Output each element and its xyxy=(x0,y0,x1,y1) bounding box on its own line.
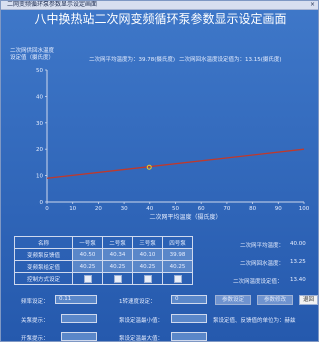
series-line xyxy=(47,149,304,178)
control-mode-checkbox[interactable] xyxy=(114,275,122,283)
feedback-value: 40.50 xyxy=(73,249,103,261)
freq-input[interactable]: 0.11 xyxy=(55,295,97,304)
stat-value-avg-temp: 40.00 xyxy=(290,241,306,247)
window-title: 二网变频循环泵参数显示设定画面 xyxy=(7,1,97,9)
y-tick-label: 20 xyxy=(36,147,43,153)
y-tick-label: 40 xyxy=(36,94,43,100)
control-mode-cell xyxy=(103,273,133,285)
table-header: 三号泵 xyxy=(133,237,163,249)
setpoint-value: 40.25 xyxy=(73,261,103,273)
feedback-value: 40.34 xyxy=(103,249,133,261)
pump-table: 名称 一号泵 二号泵 三号泵 四号泵 变频泵反馈值 40.50 40.34 40… xyxy=(14,236,193,285)
x-tick-label: 70 xyxy=(223,206,230,212)
control-mode-checkbox[interactable] xyxy=(144,275,152,283)
stat-value-temp-setpoint: 13.40 xyxy=(290,277,306,283)
control-mode-checkbox[interactable] xyxy=(174,275,182,283)
max-temp-input[interactable] xyxy=(171,332,207,341)
table-header: 四号泵 xyxy=(163,237,193,249)
close-icon[interactable]: × xyxy=(310,1,315,9)
app-window: 二网变频循环泵参数显示设定画面 × 八中换热站二次网变频循环泵参数显示设定画面 … xyxy=(0,0,319,342)
x-tick-label: 90 xyxy=(275,206,282,212)
table-header: 名称 xyxy=(15,237,73,249)
close-pump-input[interactable] xyxy=(61,314,97,323)
freq-input-value: 0.11 xyxy=(59,296,71,303)
table-header: 一号泵 xyxy=(73,237,103,249)
control-mode-cell xyxy=(133,273,163,285)
table-row: 变频泵反馈值 40.50 40.34 40.10 39.98 xyxy=(15,249,193,261)
row-label: 变频泵反馈值 xyxy=(15,249,73,261)
x-tick-label: 50 xyxy=(172,206,179,212)
stat-value-return-temp: 13.25 xyxy=(290,259,306,265)
unit-note: 泵设定值、反馈值的单位为：赫兹 xyxy=(213,316,296,324)
stat-label-return-temp: 二次网回水温度： xyxy=(240,259,284,267)
y-tick-label: 50 xyxy=(36,68,43,74)
table-row: 变频泵给定值 40.25 40.25 40.25 40.25 xyxy=(15,261,193,273)
speed-input-value: 0 xyxy=(175,296,179,303)
open-pump-label: 开泵提示： xyxy=(21,334,49,342)
control-mode-cell xyxy=(163,273,193,285)
control-mode-checkbox[interactable] xyxy=(84,275,92,283)
chart-marks xyxy=(47,149,304,178)
x-tick-label: 10 xyxy=(69,206,76,212)
stat-label-avg-temp: 二次网平均温度： xyxy=(240,241,284,249)
temperature-chart: 0 10 20 30 40 50 60 70 80 90 10001020304050二次网平均温度… xyxy=(1,41,319,231)
y-tick-label: 0 xyxy=(40,200,44,206)
param-modify-button[interactable]: 参数修改 xyxy=(257,295,293,305)
control-mode-cell xyxy=(73,273,103,285)
setpoint-value: 40.25 xyxy=(163,261,193,273)
chart-axes: 0 10 20 30 40 50 60 70 80 90 10001020304050二次网平均温度… xyxy=(36,68,310,221)
row-label: 变频泵给定值 xyxy=(15,261,73,273)
table-header-row: 名称 一号泵 二号泵 三号泵 四号泵 xyxy=(15,237,193,249)
x-tick-label: 0 xyxy=(45,206,49,212)
speed-label: 1转速度设定： xyxy=(119,297,156,305)
setpoint-value: 40.25 xyxy=(103,261,133,273)
x-tick-label: 40 xyxy=(146,206,153,212)
max-temp-label: 泵设定温最大值： xyxy=(119,334,163,342)
x-tick-label: 80 xyxy=(249,206,256,212)
page-title: 八中换热站二次网变频循环泵参数显示设定画面 xyxy=(1,11,319,27)
stat-label-temp-setpoint: 二次网温度设定值： xyxy=(233,277,283,285)
open-pump-input[interactable] xyxy=(61,332,97,341)
y-tick-label: 10 xyxy=(36,174,43,180)
min-temp-label: 泵设定温最小值： xyxy=(119,316,163,324)
y-tick-label: 30 xyxy=(36,121,43,127)
x-tick-label: 60 xyxy=(198,206,205,212)
table-header: 二号泵 xyxy=(103,237,133,249)
row-label: 控制方式设定 xyxy=(15,273,73,285)
x-tick-label: 100 xyxy=(299,206,310,212)
title-bar: 二网变频循环泵参数显示设定画面 × xyxy=(1,1,318,10)
x-tick-label: 30 xyxy=(121,206,128,212)
close-pump-label: 关泵提示： xyxy=(21,316,49,324)
speed-input[interactable]: 0 xyxy=(171,295,207,304)
x-tick-label: 20 xyxy=(95,206,102,212)
x-axis-title: 二次网平均温度（摄氏度） xyxy=(149,213,221,221)
table-row: 控制方式设定 xyxy=(15,273,193,285)
feedback-value: 39.98 xyxy=(163,249,193,261)
min-temp-input[interactable] xyxy=(171,314,207,323)
feedback-value: 40.10 xyxy=(133,249,163,261)
param-set-button[interactable]: 参数设定 xyxy=(215,295,251,305)
freq-label: 频率设定： xyxy=(21,297,49,305)
back-button[interactable]: 退回 xyxy=(299,295,318,305)
setpoint-value: 40.25 xyxy=(133,261,163,273)
